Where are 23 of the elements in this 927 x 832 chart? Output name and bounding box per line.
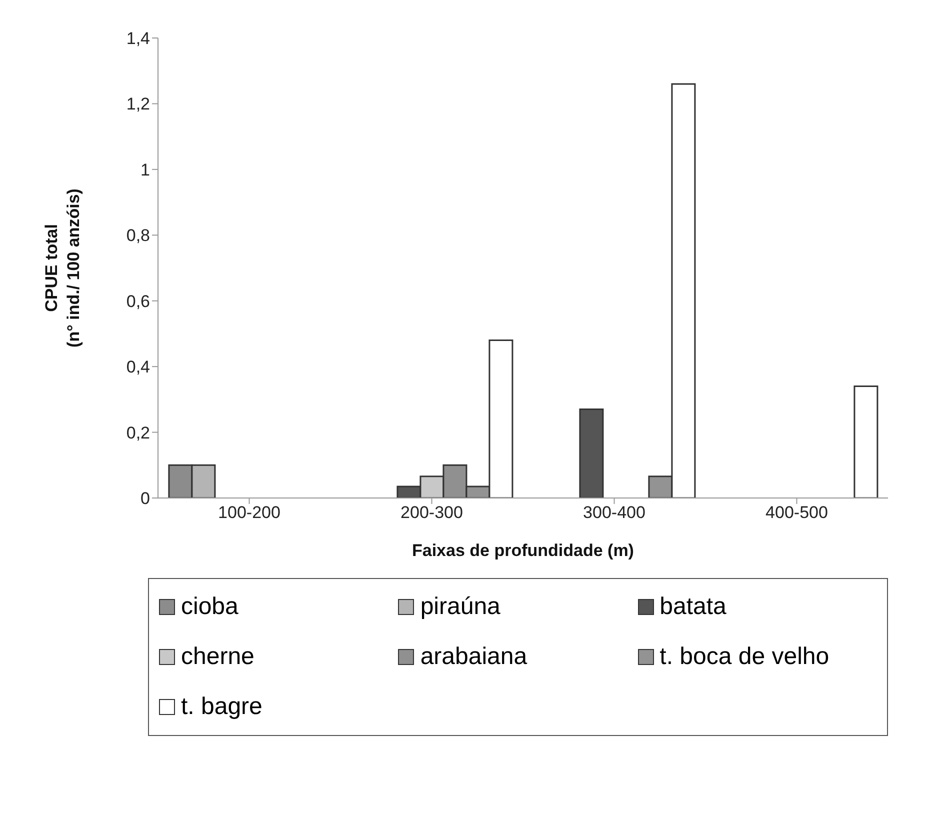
x-tick-label: 400-500 [766,503,828,522]
legend-label: cherne [181,643,254,671]
y-tick-label: 1,4 [126,29,150,48]
legend-label: piraúna [420,593,500,621]
legend-label: cioba [181,593,238,621]
y-tick-label: 0 [140,489,150,508]
x-tick-label: 100-200 [218,503,280,522]
legend-label: t. bagre [181,693,262,721]
bar [579,408,604,498]
y-tick-label: 0,8 [126,226,150,246]
x-axis-title: Faixas de profundidade (m) [412,541,634,560]
y-tick-label: 0,2 [126,423,150,442]
y-tick-label: 1,2 [126,94,150,114]
x-tick-label: 200-300 [400,503,463,522]
legend-label: batata [660,593,726,621]
y-tick-label: 0,6 [126,292,150,311]
x-tick-label: 300-400 [583,503,646,522]
y-tick-label: 0,4 [126,358,150,377]
legend-label: t. boca de velho [660,643,830,671]
y-tick-label: 1 [140,160,150,180]
legend-label: arabaiana [420,643,528,671]
bar [854,386,878,498]
y-axis-title: CPUE total (n° ind./ 100 anzóis) [42,188,83,348]
